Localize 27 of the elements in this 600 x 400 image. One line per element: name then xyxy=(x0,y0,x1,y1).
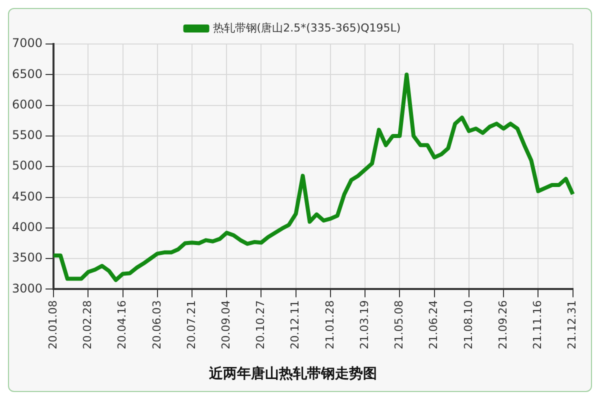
y-tick-label: 4500 xyxy=(12,189,43,204)
x-tick-label: 20.02.28 xyxy=(81,300,94,350)
x-tick-label: 20.12.11 xyxy=(288,300,302,350)
x-tick-label: 21.05.08 xyxy=(392,300,406,350)
x-tick-label: 21.01.28 xyxy=(323,300,336,350)
y-tick-label: 3000 xyxy=(12,281,43,296)
x-tick-label: 21.06.24 xyxy=(427,300,440,350)
x-tick-label: 20.09.04 xyxy=(219,300,232,350)
y-tick-label: 3500 xyxy=(12,250,43,265)
legend-label: 热轧带钢(唐山2.5*(335-365)Q195L) xyxy=(212,21,401,34)
x-tick-label: 20.06.03 xyxy=(150,300,164,350)
y-tick-label: 5500 xyxy=(12,128,43,142)
y-tick-label: 4000 xyxy=(12,220,43,234)
x-tick-label: 21.03.19 xyxy=(358,300,371,350)
x-tick-label: 21.11.16 xyxy=(531,300,544,350)
y-tick-label: 6500 xyxy=(12,66,43,81)
x-tick-label: 21.08.10 xyxy=(462,300,475,350)
x-tick-label: 20.01.08 xyxy=(46,300,60,350)
x-tick-label: 20.10.27 xyxy=(254,300,268,350)
y-tick-label: 6000 xyxy=(12,97,43,112)
x-tick-label: 20.04.16 xyxy=(116,300,129,350)
x-tick-label: 21.09.26 xyxy=(496,300,510,350)
y-tick-label: 5000 xyxy=(12,158,43,173)
x-tick-label: 21.12.31 xyxy=(566,300,579,350)
y-tick-label: 7000 xyxy=(12,36,43,50)
text: 近两年唐山热轧带钢走势图 xyxy=(208,365,377,382)
x-tick-label: 20.07.21 xyxy=(184,300,198,350)
